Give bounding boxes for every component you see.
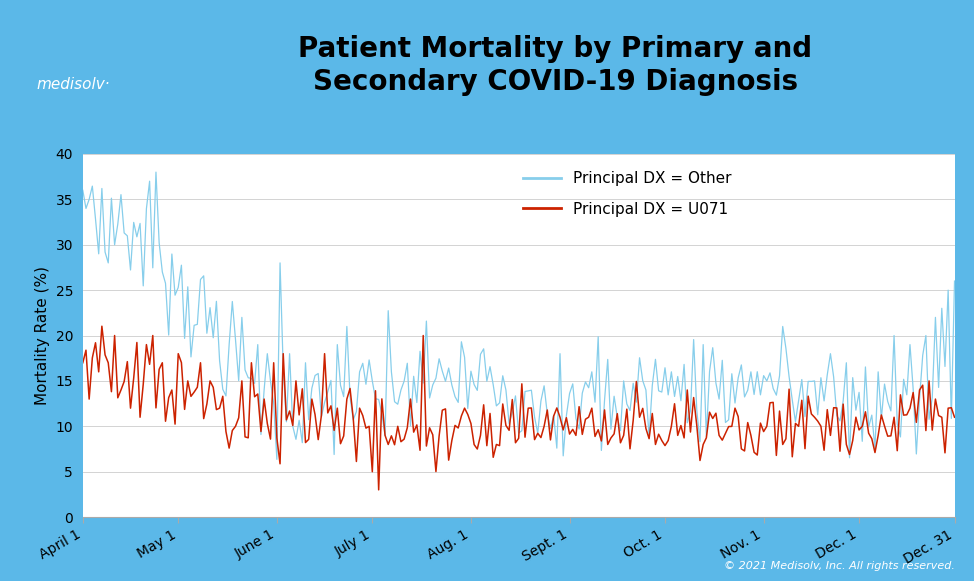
Text: Patient Mortality by Primary and
Secondary COVID-19 Diagnosis: Patient Mortality by Primary and Seconda…	[298, 35, 812, 96]
Text: medisolv·: medisolv·	[36, 77, 110, 92]
Text: © 2021 Medisolv, Inc. All rights reserved.: © 2021 Medisolv, Inc. All rights reserve…	[724, 561, 955, 572]
Y-axis label: Mortality Rate (%): Mortality Rate (%)	[35, 266, 50, 405]
Legend: Principal DX = Other, Principal DX = U071: Principal DX = Other, Principal DX = U07…	[516, 165, 737, 223]
